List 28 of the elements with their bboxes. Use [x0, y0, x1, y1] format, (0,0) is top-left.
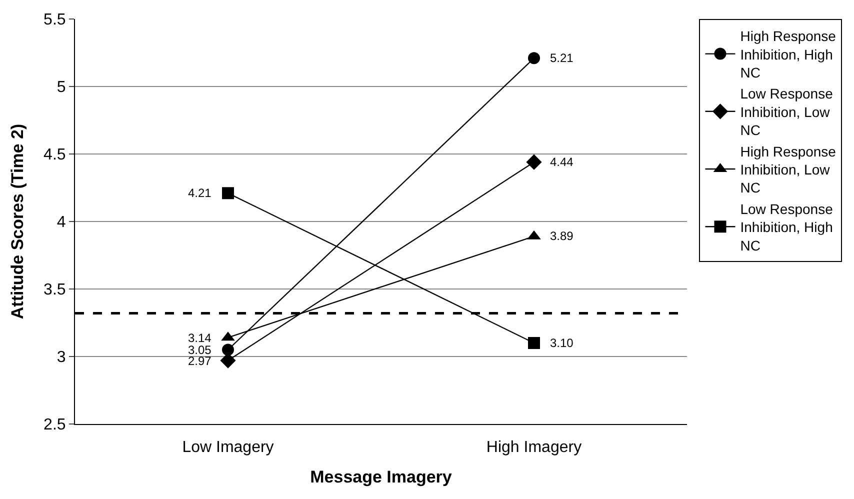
data-label: 4.21: [188, 186, 212, 200]
data-label: 3.14: [188, 331, 212, 345]
x-tick-label: Low Imagery: [182, 439, 274, 456]
point: [528, 52, 540, 64]
data-label: 3.05: [188, 343, 212, 357]
y-tick-label: 3: [56, 349, 66, 366]
point: [528, 337, 540, 349]
data-label: 3.89: [550, 229, 574, 243]
legend-label: High Response Inhibition, Low NC: [740, 143, 836, 196]
legend-label: Low Response Inhibition, Low NC: [740, 86, 834, 138]
y-tick-label: 4.5: [44, 146, 66, 164]
data-label: 5.21: [550, 51, 574, 65]
y-tick-label: 5: [56, 79, 66, 96]
data-label: 4.44: [550, 155, 574, 169]
legend-label: Low Response Inhibition, High NC: [740, 200, 834, 254]
data-label: 2.97: [188, 354, 212, 368]
y-tick-label: 3.5: [44, 282, 66, 299]
x-tick-label: High Imagery: [486, 439, 582, 456]
y-axis-title: Attitude Scores (Time 2): [8, 124, 28, 320]
point: [526, 154, 542, 170]
y-tick-label: 4: [56, 214, 66, 232]
data-label: 3.10: [550, 336, 574, 350]
y-tick-label: 2.5: [44, 416, 66, 434]
x-axis-title: Message Imagery: [310, 468, 452, 487]
point: [222, 187, 234, 200]
legend-label: High Response Inhibition, High NC: [740, 28, 836, 80]
y-tick-label: 5.5: [44, 12, 66, 29]
point: [222, 344, 234, 356]
